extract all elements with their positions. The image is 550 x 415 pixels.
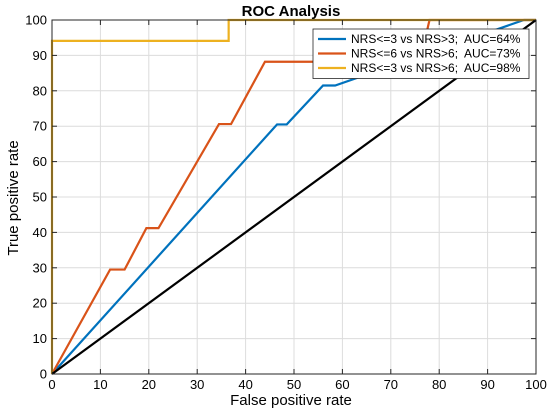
y-tick-label: 50 [33,190,47,205]
x-tick-label: 70 [384,377,398,392]
x-tick-label: 30 [190,377,204,392]
y-axis-label: True positive rate [5,140,22,255]
x-tick-label: 90 [480,377,494,392]
y-tick-label: 30 [33,260,47,275]
y-tick-label: 100 [25,13,47,28]
x-tick-label: 80 [432,377,446,392]
diagonal-reference-line [51,19,537,375]
x-tick-label: 50 [287,377,301,392]
legend-label: NRS<=3 vs NRS>6; AUC=98% [351,61,521,75]
legend: NRS<=3 vs NRS>3; AUC=64%NRS<=6 vs NRS>6;… [312,28,530,79]
legend-label: NRS<=6 vs NRS>6; AUC=73% [351,47,521,61]
x-axis-label: False positive rate [230,392,352,409]
y-tick-label: 10 [33,331,47,346]
y-tick-label: 80 [33,83,47,98]
x-tick-label: 100 [525,377,547,392]
chart-title: ROC Analysis [242,3,341,20]
x-tick-label: 40 [238,377,252,392]
y-tick-label: 60 [33,154,47,169]
x-tick-label: 60 [335,377,349,392]
x-tick-label: 20 [142,377,156,392]
y-tick-label: 40 [33,225,47,240]
legend-box [312,28,530,79]
y-tick-label: 70 [33,119,47,134]
legend-label: NRS<=3 vs NRS>3; AUC=64% [351,32,521,46]
x-tick-label: 0 [48,377,55,392]
y-tick-label: 90 [33,48,47,63]
y-tick-label: 20 [33,296,47,311]
y-tick-label: 0 [40,367,47,382]
x-tick-label: 10 [93,377,107,392]
tick-marks: 0 10 20 30 40 50 60 70 80 90 100 0 10 20 30 40 50 60 70 80 9… [25,13,547,393]
